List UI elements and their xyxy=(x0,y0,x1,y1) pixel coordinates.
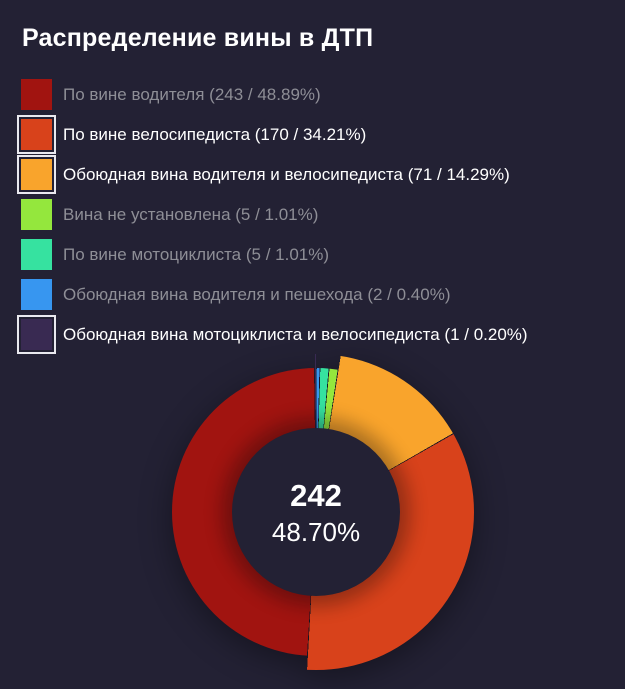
legend-item[interactable]: Обоюдная вина водителя и велосипедиста (… xyxy=(17,155,528,194)
legend-swatch xyxy=(17,115,56,154)
legend-item[interactable]: По вине водителя (243 / 48.89%) xyxy=(21,79,528,110)
donut-chart[interactable]: 242 48.70% xyxy=(158,354,474,670)
legend-item[interactable]: Вина не установлена (5 / 1.01%) xyxy=(21,199,528,230)
legend-label: Обоюдная вина мотоциклиста и велосипедис… xyxy=(63,324,528,344)
legend-item[interactable]: Обоюдная вина водителя и пешехода (2 / 0… xyxy=(21,279,528,310)
donut-center: 242 48.70% xyxy=(232,428,400,596)
page-title: Распределение вины в ДТП xyxy=(22,24,374,52)
legend-label: По вине велосипедиста (170 / 34.21%) xyxy=(63,124,367,144)
legend-label: Обоюдная вина водителя и велосипедиста (… xyxy=(63,164,510,184)
legend-swatch xyxy=(21,199,52,230)
legend: По вине водителя (243 / 48.89%) По вине в… xyxy=(17,79,528,354)
legend-item[interactable]: По вине мотоциклиста (5 / 1.01%) xyxy=(21,239,528,270)
legend-item[interactable]: По вине велосипедиста (170 / 34.21%) xyxy=(17,115,528,154)
legend-swatch xyxy=(21,279,52,310)
center-percent: 48.70% xyxy=(271,516,361,547)
legend-swatch xyxy=(17,315,56,354)
legend-label: Обоюдная вина водителя и пешехода (2 / 0… xyxy=(63,284,451,304)
legend-swatch xyxy=(21,239,52,270)
center-value: 242 xyxy=(290,477,342,513)
legend-swatch xyxy=(21,79,52,110)
legend-label: По вине водителя (243 / 48.89%) xyxy=(63,84,321,104)
legend-item[interactable]: Обоюдная вина мотоциклиста и велосипедис… xyxy=(17,315,528,354)
legend-swatch xyxy=(17,155,56,194)
legend-label: Вина не установлена (5 / 1.01%) xyxy=(63,204,319,224)
legend-label: По вине мотоциклиста (5 / 1.01%) xyxy=(63,244,330,264)
